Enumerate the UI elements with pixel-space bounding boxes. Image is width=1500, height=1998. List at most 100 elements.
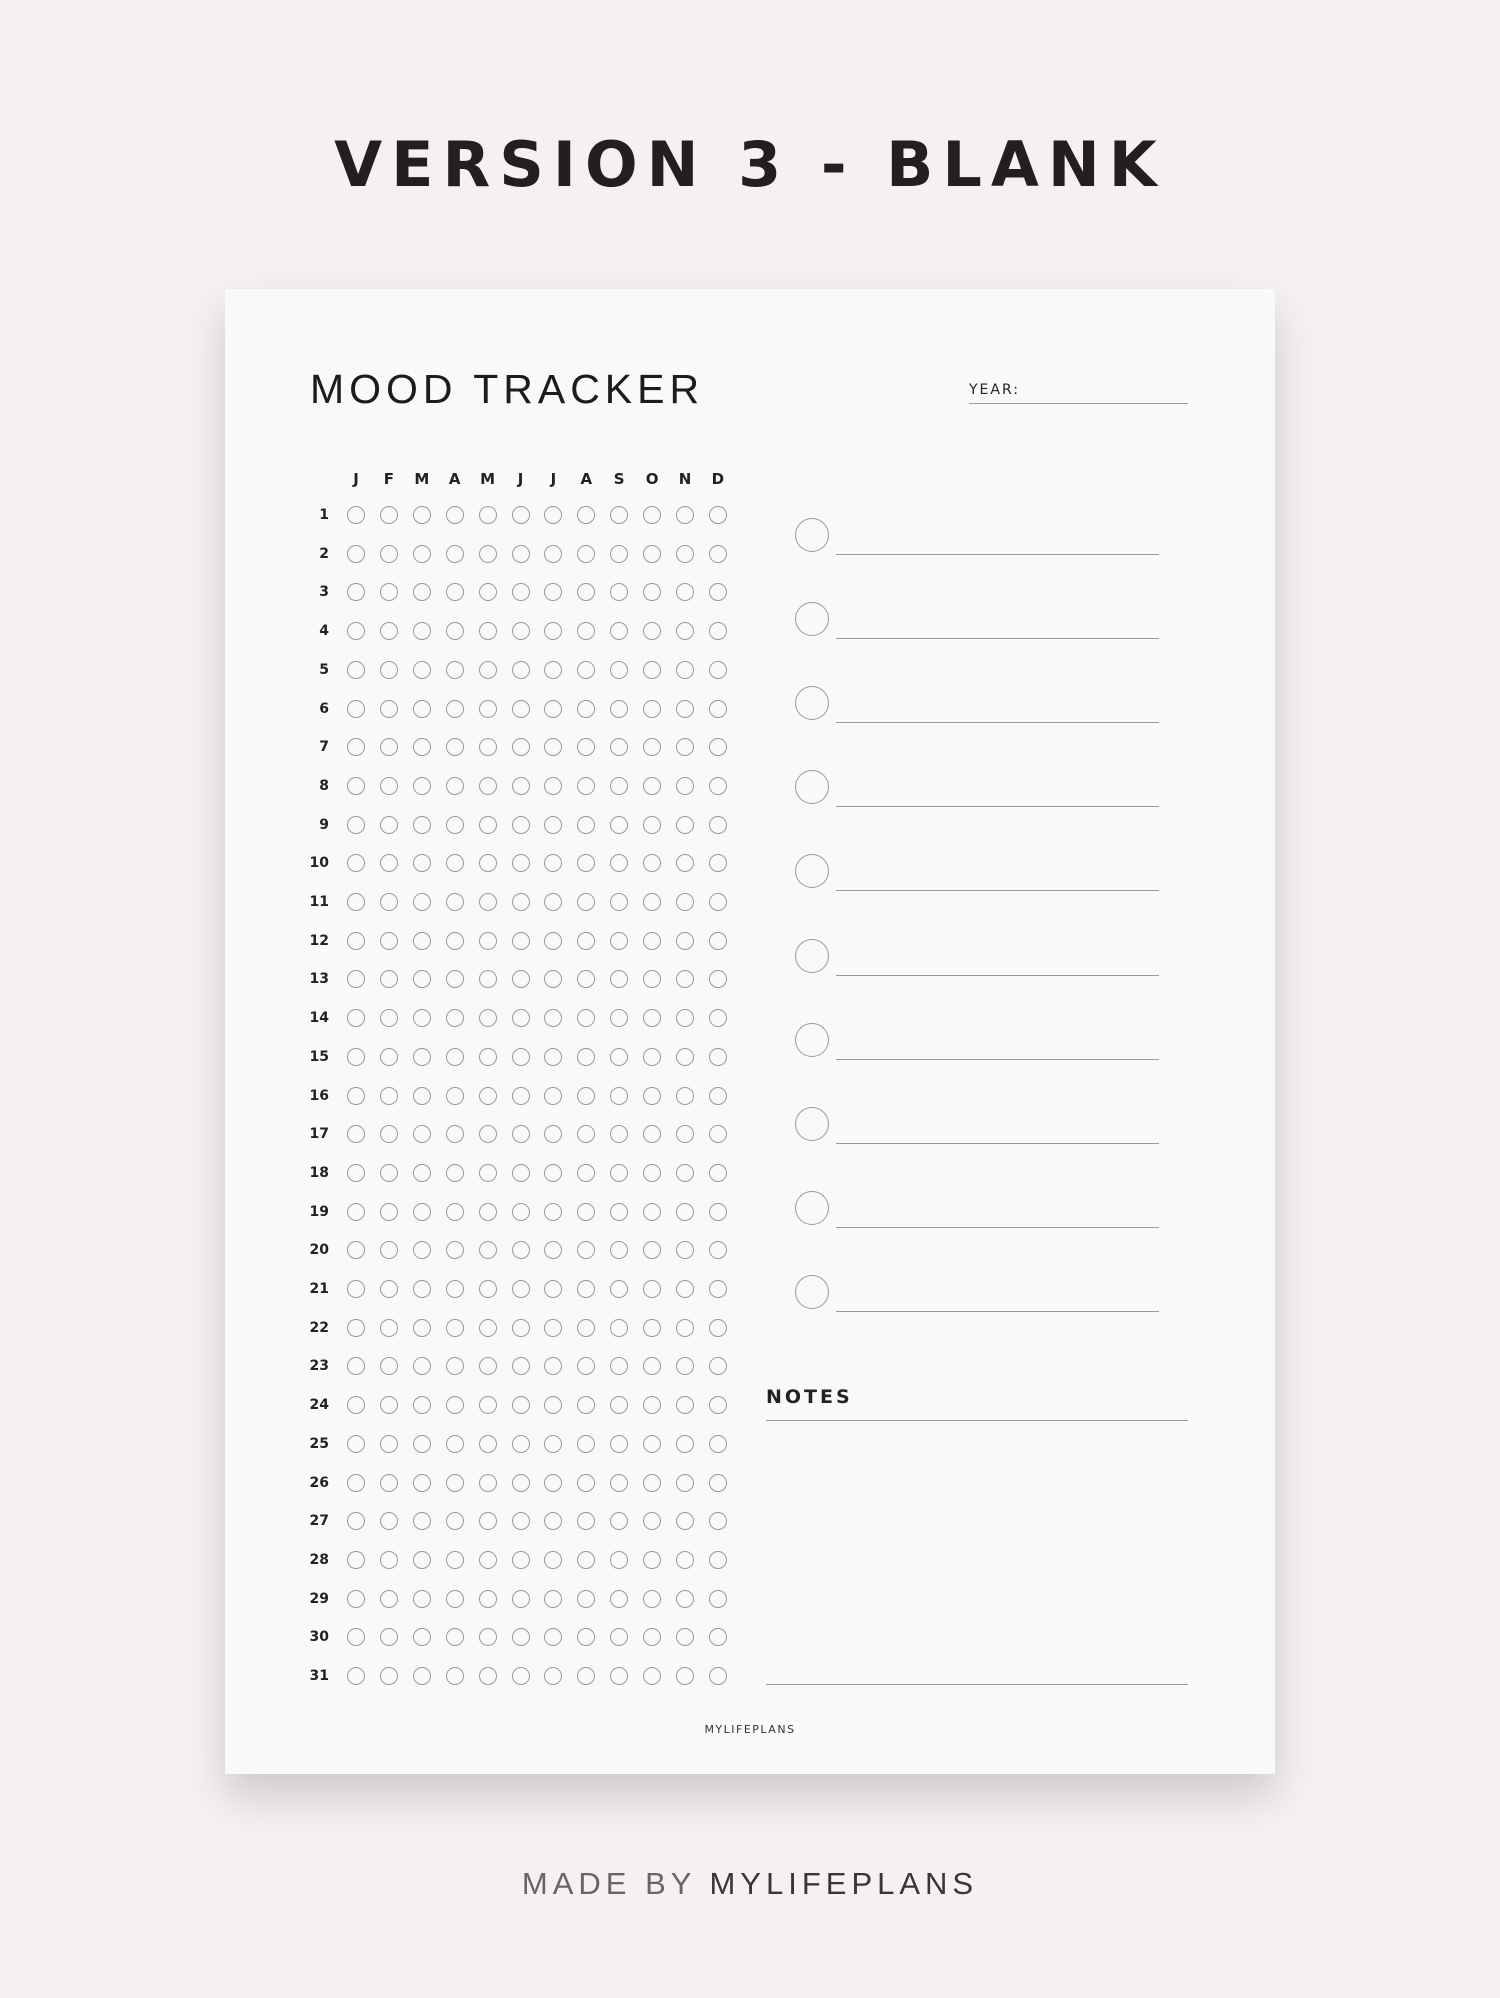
mood-cell[interactable] bbox=[347, 622, 365, 641]
mood-cell[interactable] bbox=[347, 1434, 365, 1453]
mood-cell[interactable] bbox=[676, 1202, 694, 1221]
mood-cell[interactable] bbox=[412, 1396, 431, 1415]
mood-cell[interactable] bbox=[379, 506, 398, 524]
mood-cell[interactable] bbox=[478, 1667, 497, 1685]
mood-cell[interactable] bbox=[412, 1434, 431, 1453]
mood-cell[interactable] bbox=[347, 1589, 365, 1608]
mood-cell[interactable] bbox=[610, 1047, 629, 1066]
mood-cell[interactable] bbox=[577, 1241, 596, 1260]
mood-cell[interactable] bbox=[708, 699, 727, 718]
mood-cell[interactable] bbox=[478, 583, 497, 602]
mood-cell[interactable] bbox=[544, 815, 563, 834]
mood-cell[interactable] bbox=[347, 1628, 365, 1647]
mood-cell[interactable] bbox=[610, 1009, 629, 1028]
mood-cell[interactable] bbox=[478, 1202, 497, 1221]
mood-cell[interactable] bbox=[676, 1086, 694, 1105]
legend-color-circle[interactable] bbox=[795, 938, 829, 973]
mood-cell[interactable] bbox=[708, 738, 727, 757]
mood-cell[interactable] bbox=[708, 1667, 727, 1685]
mood-cell[interactable] bbox=[379, 1473, 398, 1492]
mood-cell[interactable] bbox=[643, 931, 662, 950]
mood-cell[interactable] bbox=[610, 854, 629, 873]
mood-cell[interactable] bbox=[643, 1589, 662, 1608]
mood-cell[interactable] bbox=[511, 738, 530, 757]
mood-cell[interactable] bbox=[544, 506, 563, 524]
mood-cell[interactable] bbox=[577, 1047, 596, 1066]
mood-cell[interactable] bbox=[445, 1163, 464, 1182]
mood-cell[interactable] bbox=[478, 1047, 497, 1066]
mood-cell[interactable] bbox=[708, 1473, 727, 1492]
mood-cell[interactable] bbox=[610, 1473, 629, 1492]
mood-cell[interactable] bbox=[544, 1512, 563, 1531]
mood-cell[interactable] bbox=[676, 815, 694, 834]
mood-cell[interactable] bbox=[445, 1434, 464, 1453]
mood-cell[interactable] bbox=[379, 815, 398, 834]
mood-cell[interactable] bbox=[379, 1009, 398, 1028]
mood-cell[interactable] bbox=[412, 1473, 431, 1492]
mood-cell[interactable] bbox=[412, 1512, 431, 1531]
mood-cell[interactable] bbox=[412, 1318, 431, 1337]
mood-cell[interactable] bbox=[610, 1628, 629, 1647]
mood-cell[interactable] bbox=[511, 660, 530, 679]
mood-cell[interactable] bbox=[379, 1628, 398, 1647]
legend-color-circle[interactable] bbox=[795, 518, 829, 552]
mood-cell[interactable] bbox=[544, 970, 563, 989]
mood-cell[interactable] bbox=[511, 544, 530, 563]
mood-cell[interactable] bbox=[379, 1086, 398, 1105]
mood-cell[interactable] bbox=[511, 1357, 530, 1376]
mood-cell[interactable] bbox=[478, 738, 497, 757]
mood-cell[interactable] bbox=[577, 1550, 596, 1569]
legend-label-line[interactable] bbox=[836, 974, 1159, 976]
mood-cell[interactable] bbox=[412, 1357, 431, 1376]
mood-cell[interactable] bbox=[445, 660, 464, 679]
mood-cell[interactable] bbox=[544, 583, 563, 602]
mood-cell[interactable] bbox=[445, 1241, 464, 1260]
mood-cell[interactable] bbox=[577, 699, 596, 718]
mood-cell[interactable] bbox=[676, 1163, 694, 1182]
mood-cell[interactable] bbox=[643, 1009, 662, 1028]
mood-cell[interactable] bbox=[544, 1086, 563, 1105]
mood-cell[interactable] bbox=[544, 1202, 563, 1221]
mood-cell[interactable] bbox=[445, 931, 464, 950]
mood-cell[interactable] bbox=[412, 1589, 431, 1608]
mood-cell[interactable] bbox=[347, 931, 365, 950]
mood-cell[interactable] bbox=[347, 970, 365, 989]
mood-cell[interactable] bbox=[347, 854, 365, 873]
legend-color-circle[interactable] bbox=[795, 1022, 829, 1057]
mood-cell[interactable] bbox=[676, 893, 694, 911]
mood-cell[interactable] bbox=[676, 776, 694, 795]
mood-cell[interactable] bbox=[708, 931, 727, 950]
mood-cell[interactable] bbox=[412, 1280, 431, 1298]
mood-cell[interactable] bbox=[412, 699, 431, 718]
mood-cell[interactable] bbox=[478, 970, 497, 989]
mood-cell[interactable] bbox=[445, 1086, 464, 1105]
mood-cell[interactable] bbox=[347, 738, 365, 757]
mood-cell[interactable] bbox=[544, 1396, 563, 1415]
mood-cell[interactable] bbox=[577, 738, 596, 757]
mood-cell[interactable] bbox=[511, 1512, 530, 1531]
mood-cell[interactable] bbox=[676, 1589, 694, 1608]
mood-cell[interactable] bbox=[610, 815, 629, 834]
mood-cell[interactable] bbox=[643, 622, 662, 641]
mood-cell[interactable] bbox=[610, 583, 629, 602]
legend-color-circle[interactable] bbox=[795, 1190, 829, 1225]
mood-cell[interactable] bbox=[445, 1628, 464, 1647]
mood-cell[interactable] bbox=[478, 1318, 497, 1337]
mood-cell[interactable] bbox=[643, 583, 662, 602]
mood-cell[interactable] bbox=[445, 1473, 464, 1492]
mood-cell[interactable] bbox=[347, 1667, 365, 1685]
mood-cell[interactable] bbox=[708, 1589, 727, 1608]
mood-cell[interactable] bbox=[511, 931, 530, 950]
mood-cell[interactable] bbox=[643, 1280, 662, 1298]
mood-cell[interactable] bbox=[379, 1396, 398, 1415]
mood-cell[interactable] bbox=[412, 1550, 431, 1569]
mood-cell[interactable] bbox=[511, 1318, 530, 1337]
mood-cell[interactable] bbox=[577, 583, 596, 602]
mood-cell[interactable] bbox=[478, 1512, 497, 1531]
mood-cell[interactable] bbox=[676, 854, 694, 873]
mood-cell[interactable] bbox=[445, 1357, 464, 1376]
mood-cell[interactable] bbox=[610, 1163, 629, 1182]
mood-cell[interactable] bbox=[511, 1589, 530, 1608]
legend-label-line[interactable] bbox=[836, 1142, 1159, 1144]
mood-cell[interactable] bbox=[676, 1473, 694, 1492]
